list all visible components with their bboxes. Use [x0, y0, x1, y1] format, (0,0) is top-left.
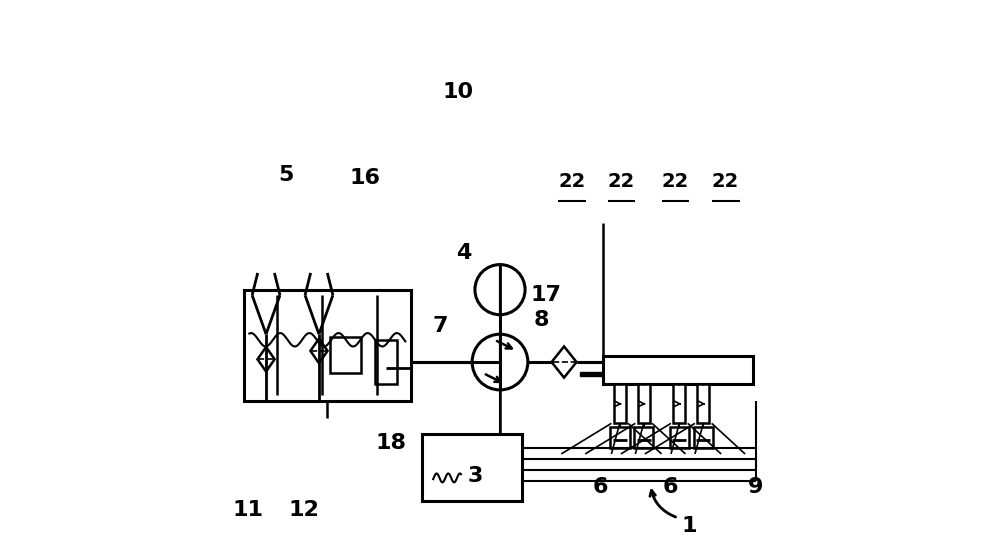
Bar: [375, 340, 397, 384]
Text: 8: 8: [534, 310, 550, 330]
Text: 22: 22: [662, 172, 689, 190]
Bar: [670, 427, 689, 448]
Text: 9: 9: [747, 477, 763, 497]
Bar: [244, 290, 411, 401]
Bar: [422, 434, 522, 501]
Text: 6: 6: [662, 477, 678, 497]
Bar: [673, 384, 685, 423]
Text: 22: 22: [608, 172, 635, 190]
Text: 5: 5: [278, 165, 293, 185]
Bar: [634, 427, 653, 448]
Text: 22: 22: [559, 172, 586, 190]
Text: 3: 3: [467, 466, 483, 486]
Bar: [638, 384, 650, 423]
Bar: [603, 356, 753, 384]
Polygon shape: [310, 339, 328, 363]
Text: 11: 11: [233, 500, 264, 520]
Text: 6: 6: [593, 477, 608, 497]
Polygon shape: [552, 346, 577, 378]
Text: 12: 12: [288, 500, 319, 520]
Text: 1: 1: [682, 516, 697, 536]
Text: 4: 4: [456, 243, 471, 263]
Bar: [694, 427, 713, 448]
Bar: [610, 427, 630, 448]
Text: 22: 22: [712, 172, 739, 190]
Bar: [580, 372, 605, 376]
Polygon shape: [257, 347, 275, 372]
Bar: [330, 337, 361, 373]
Text: 18: 18: [376, 433, 407, 453]
Text: 10: 10: [442, 82, 473, 102]
Bar: [697, 384, 709, 423]
Text: 7: 7: [433, 316, 448, 336]
Text: 17: 17: [531, 285, 562, 305]
Text: 16: 16: [350, 168, 381, 188]
Bar: [614, 384, 626, 423]
